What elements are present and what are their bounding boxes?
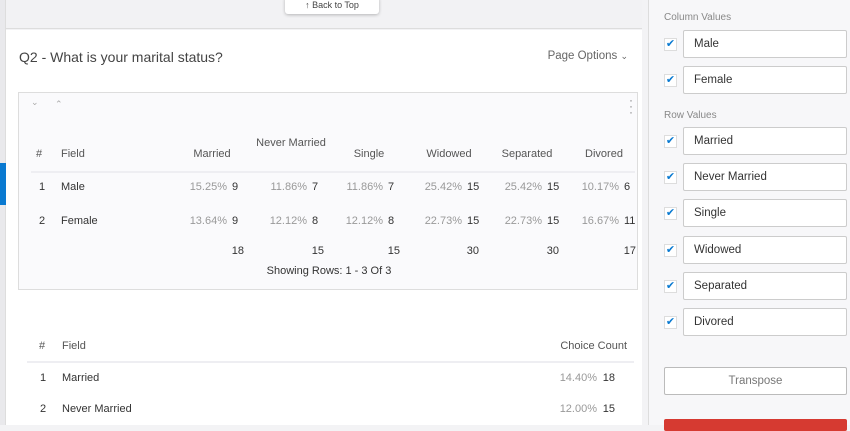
- cell-percent: 16.67%: [581, 215, 619, 227]
- chevron-down-icon[interactable]: ⌄: [31, 97, 39, 107]
- checkbox-female[interactable]: ✔: [664, 73, 677, 87]
- active-nav-indicator: [0, 163, 6, 205]
- row-count: 15: [602, 403, 615, 415]
- question-card: Q2 - What is your marital status? Page O…: [6, 30, 642, 425]
- cell-count: 9: [232, 181, 239, 193]
- row-num: 2: [39, 215, 46, 227]
- value-input-male[interactable]: [683, 30, 847, 58]
- row-values-label: Row Values: [664, 110, 717, 121]
- value-input-married[interactable]: [683, 127, 847, 155]
- cell-count: 6: [624, 181, 631, 193]
- cell-percent: 12.12%: [345, 215, 383, 227]
- row-field: Never Married: [62, 403, 132, 415]
- cell-percent: 11.86%: [346, 181, 384, 193]
- cell-percent: 25.42%: [424, 181, 462, 193]
- transpose-button[interactable]: Transpose: [664, 367, 847, 395]
- totals-row: 18 15 15 30 30 17: [19, 241, 639, 261]
- row-field: Female: [61, 215, 98, 227]
- checkbox-married[interactable]: ✔: [664, 135, 677, 148]
- value-input-single[interactable]: [683, 199, 847, 228]
- cell-count: 11: [624, 215, 636, 227]
- question-title: Q2 - What is your marital status?: [19, 49, 223, 65]
- row-percent: 14.40%: [559, 372, 597, 384]
- page-options-label: Page Options: [547, 50, 618, 62]
- value-input-widowed[interactable]: [683, 235, 847, 264]
- header-col[interactable]: Never Married: [256, 137, 326, 149]
- table-header-row: # Field Married Never Married Single Widowed S…: [19, 137, 639, 171]
- cell-percent: 22.73%: [424, 215, 462, 227]
- column-total: 30: [546, 245, 559, 257]
- header-divider: [31, 171, 635, 173]
- back-to-top-button[interactable]: ↑ Back to Top: [285, 0, 379, 14]
- column-total: 15: [311, 245, 324, 257]
- value-input-female[interactable]: [683, 65, 847, 94]
- checkbox-never-married[interactable]: ✔: [664, 171, 677, 185]
- cell-percent: 13.64%: [189, 215, 227, 227]
- checkbox-separated[interactable]: ✔: [664, 279, 677, 293]
- page-options-dropdown[interactable]: Page Options ⌄: [548, 50, 628, 62]
- settings-panel: Column Values ✔ ✔ Row Values ✔ ✔ ✔ ✔ ✔ ✔ Trans…: [648, 0, 850, 431]
- more-options-icon[interactable]: · · ·: [629, 93, 633, 119]
- cell-percent: 22.73%: [504, 215, 542, 227]
- cell-percent: 11.86%: [270, 181, 308, 193]
- column-total: 18: [231, 245, 244, 257]
- table-row: 2 Female 13.64% 9 12.12% 8 12.12% 8 22.73% 15 22.7…: [19, 211, 639, 231]
- header-col[interactable]: Married: [193, 148, 231, 160]
- cell-count: 15: [547, 215, 560, 227]
- cell-percent: 25.42%: [504, 181, 542, 193]
- primary-action-button[interactable]: [664, 419, 847, 431]
- header-num: #: [36, 148, 43, 160]
- checkbox-divored[interactable]: ✔: [664, 316, 677, 329]
- column-total: 17: [623, 245, 636, 257]
- header-num: #: [39, 340, 46, 352]
- table-row: 2 Never Married 12.00% 15: [25, 399, 635, 419]
- left-nav-strip: [0, 0, 6, 425]
- header-col[interactable]: Single: [353, 148, 385, 160]
- value-input-divored[interactable]: [683, 308, 847, 336]
- header-col[interactable]: Separated: [501, 148, 553, 160]
- cell-count: 15: [467, 181, 480, 193]
- row-count: 18: [602, 372, 615, 384]
- checkbox-single[interactable]: ✔: [664, 207, 677, 221]
- row-percent: 12.00%: [559, 403, 597, 415]
- cell-count: 8: [312, 215, 319, 227]
- table-row: 1 Married 14.40% 18: [25, 368, 635, 388]
- value-input-separated[interactable]: [683, 271, 847, 300]
- column-total: 15: [387, 245, 400, 257]
- cell-percent: 15.25%: [189, 181, 227, 193]
- cell-count: 7: [388, 181, 395, 193]
- cell-percent: 12.12%: [269, 215, 307, 227]
- header-field: Field: [61, 148, 85, 160]
- cell-count: 7: [312, 181, 319, 193]
- row-field: Married: [62, 372, 100, 384]
- cell-percent: 10.17%: [581, 181, 619, 193]
- header-choice-count[interactable]: Choice Count: [560, 340, 627, 352]
- crosstab-table: ⌄ ⌃ · · · # Field Married Never Married Single…: [18, 92, 638, 290]
- row-num: 1: [39, 181, 46, 193]
- cell-count: 15: [467, 215, 480, 227]
- row-field: Male: [61, 181, 85, 193]
- column-total: 30: [466, 245, 479, 257]
- row-num: 1: [40, 372, 47, 384]
- cell-count: 8: [388, 215, 395, 227]
- value-input-never-married[interactable]: [683, 163, 847, 192]
- report-main: ↑ Back to Top Q2 - What is your marital …: [6, 0, 642, 425]
- chevron-up-icon[interactable]: ⌃: [55, 99, 63, 109]
- header-field: Field: [62, 340, 86, 352]
- table-header-row: # Field Choice Count: [25, 336, 635, 356]
- chevron-down-icon: ⌄: [620, 51, 628, 61]
- table-row: 1 Male 15.25% 9 11.86% 7 11.86% 7 25.42% 15 25.42%…: [19, 177, 639, 197]
- row-num: 2: [40, 403, 47, 415]
- header-divider: [27, 361, 634, 363]
- top-band: ↑ Back to Top: [6, 0, 642, 29]
- cell-count: 9: [232, 215, 239, 227]
- checkbox-male[interactable]: ✔: [664, 38, 677, 51]
- header-col[interactable]: Divored: [585, 148, 623, 160]
- cell-count: 15: [547, 181, 560, 193]
- showing-rows-text: Showing Rows: 1 - 3 Of 3: [266, 265, 392, 277]
- checkbox-widowed[interactable]: ✔: [664, 243, 677, 257]
- column-values-label: Column Values: [664, 12, 732, 23]
- header-col[interactable]: Widowed: [426, 148, 472, 160]
